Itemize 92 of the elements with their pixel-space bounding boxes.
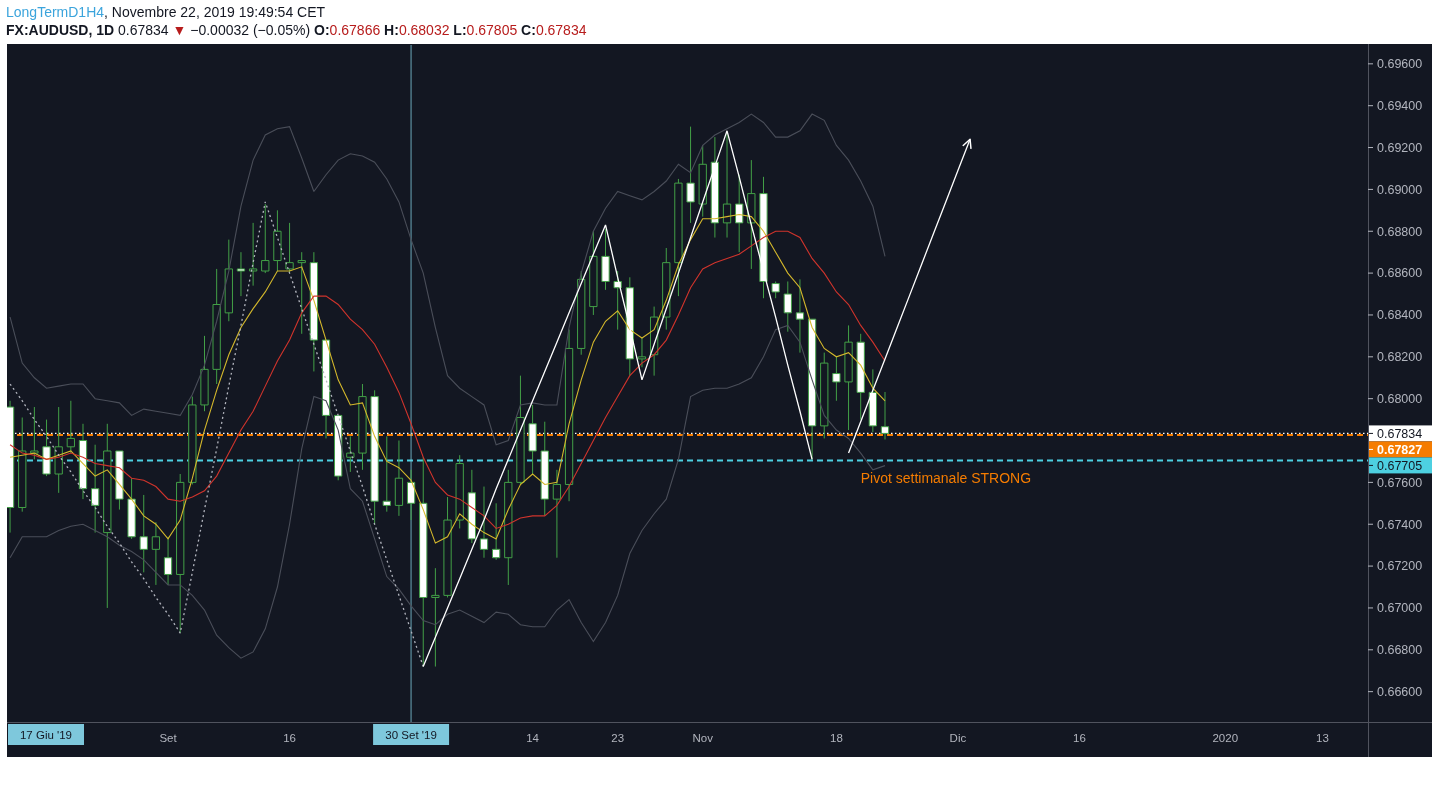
ref-line-label: 0.67827 [1377,442,1423,457]
candlestick [309,251,319,372]
x-tick-label: Dic [949,732,967,744]
x-tick-label: 30 Set '19 [385,729,437,741]
y-tick-label: 0.69400 [1377,99,1423,114]
candlestick [90,444,100,534]
y-tick-label: 0.67000 [1377,601,1423,616]
x-tick-label: 18 [830,732,843,744]
candlestick [504,469,513,586]
candlestick [176,473,185,634]
candlestick [212,268,221,385]
candlestick [297,251,306,335]
text: 0.67834 ▼ −0.00032 (−0.05%) O:0.67866 H:0.68032 L:0.67805 C:0.67834 [118,22,587,38]
ref-line-label: 0.67834 [1377,426,1423,441]
candlestick [394,440,404,517]
candlestick [674,178,683,297]
candlestick [601,228,610,291]
candlestick [820,352,829,439]
text: 17 Giu '19 [19,729,73,741]
candlestick [200,335,209,412]
y-tick-label: 0.66800 [1377,643,1423,658]
annotation: Pivot settimanale STRONG [860,470,1032,487]
candlestick [358,383,367,471]
y-tick-label: 0.69600 [1377,57,1423,72]
candlestick [188,396,197,485]
y-tick-label: 0.69200 [1377,140,1423,155]
candlestick [735,174,744,253]
y-tick-label: 0.67600 [1377,475,1423,490]
x-tick-label: 23 [611,732,625,744]
x-tick-label: 16 [283,732,296,744]
candlestick [479,486,489,559]
candlestick [431,567,440,668]
candlestick [637,337,647,368]
candlestick [722,132,732,239]
candlestick [844,324,853,431]
candlestick [382,435,391,513]
candlestick [406,469,416,521]
candlestick [552,469,562,559]
candlestick [795,278,805,354]
candlestick [236,251,246,297]
candlestick [273,209,282,272]
candlestick [564,329,574,502]
candlestick [54,406,63,494]
candlestick [248,222,258,287]
candlestick [832,356,841,402]
candlestick [139,494,148,573]
candlestick [443,496,452,598]
candlestick [747,159,756,270]
line-series [9,113,886,446]
candlestick [771,280,780,299]
y-tick-label: 0.68800 [1377,224,1423,239]
candlestick [30,406,39,460]
candlestick [625,276,634,377]
candlestick [759,176,768,299]
x-tick-label: 2020 [1212,732,1239,744]
candlestick [783,280,792,333]
candlestick [455,454,464,529]
candlestick [516,375,525,485]
y-tick-label: 0.67200 [1377,559,1423,574]
candlestick [115,450,124,511]
x-tick-label: 13 [1316,732,1329,744]
y-tick-label: 0.68400 [1377,308,1423,323]
candlestick [346,435,355,473]
candlestick [589,230,598,316]
candlestick [163,536,173,586]
x-tick-label: 16 [1073,732,1086,744]
candlestick [18,417,27,513]
candlestick [710,136,720,239]
candlestick [686,126,695,224]
y-tick-label: 0.68600 [1377,266,1423,281]
candlestick [151,521,161,586]
y-tick-label: 0.68200 [1377,350,1423,365]
candlestick [613,270,622,331]
candlestick [103,423,112,609]
chart-title: FX:AUDUSD, 1D [6,22,115,38]
candlestick [492,502,501,561]
x-tick-label: Nov [692,732,714,744]
y-tick-label: 0.68000 [1377,392,1423,407]
candlestick [127,477,136,540]
candlestick [856,333,865,421]
candlestick [467,469,476,544]
candlestick [224,239,233,322]
y-tick-label: 0.66600 [1377,685,1423,700]
y-tick-label: 0.67400 [1377,517,1423,532]
y-tick-label: 0.69000 [1377,182,1423,197]
x-tick-label: Set [159,732,178,744]
candlestick [66,400,75,454]
candlestick [261,203,270,274]
x-tick-label: 14 [526,732,540,744]
line-series [9,201,424,668]
text: LongTermD1H4, Novembre 22, 2019 19:49:54 CET [6,4,326,20]
ref-line-label: 0.67705 [1377,458,1423,473]
